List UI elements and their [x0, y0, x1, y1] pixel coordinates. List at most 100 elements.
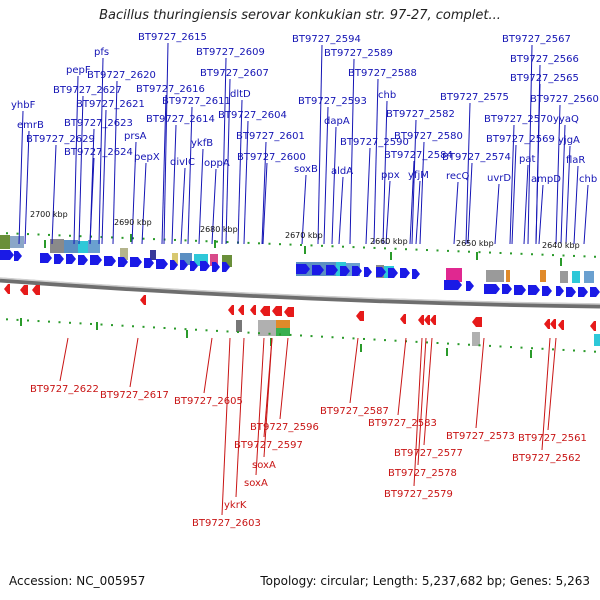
tick-mark	[531, 347, 533, 350]
leader-line	[203, 337, 213, 394]
top-gene-label: BT9727_2589	[324, 48, 393, 59]
tick-mark	[478, 251, 481, 254]
leader-line	[565, 145, 571, 245]
feature-block	[172, 253, 178, 265]
top-gene-label: prsA	[124, 131, 147, 142]
reverse-gene-arrow	[356, 311, 364, 321]
top-gene-label: chb	[378, 90, 396, 101]
top-gene-label: uvrD	[487, 173, 511, 184]
leader-line	[465, 102, 471, 245]
tick-mark	[310, 335, 313, 338]
reverse-gene-arrow	[472, 317, 482, 327]
bottom-gene-label: BT9727_2577	[394, 448, 463, 459]
forward-gene-arrow	[222, 262, 230, 272]
tick-mark	[216, 329, 218, 332]
tick-mark	[69, 321, 71, 324]
bottom-gene-label: BT9727_2561	[518, 433, 587, 444]
top-gene-label: BT9727_2627	[53, 85, 122, 96]
tick-mark	[468, 250, 470, 253]
tick-mark	[58, 234, 61, 237]
tick-mark	[174, 238, 176, 241]
leader-line	[89, 157, 95, 245]
leader-line	[187, 106, 193, 245]
tick-mark	[195, 328, 197, 331]
forward-gene-arrow	[104, 256, 116, 266]
tick-mark	[342, 336, 344, 339]
top-gene-label: BT9727_2594	[292, 34, 361, 45]
leader-line	[417, 337, 427, 466]
feature-block	[222, 255, 232, 267]
tick-mark	[58, 321, 61, 324]
tick-mark	[153, 326, 155, 329]
forward-gene-arrow	[180, 260, 188, 270]
top-gene-label: emrB	[17, 120, 44, 131]
feature-block	[258, 320, 276, 336]
leader-line	[161, 94, 167, 245]
leader-line	[365, 147, 371, 245]
tick-mark	[205, 240, 208, 243]
tick-mark	[16, 318, 19, 321]
tick-mark	[562, 254, 565, 257]
top-gene-label: yjgA	[558, 135, 580, 146]
forward-gene-arrow	[444, 280, 462, 290]
reverse-gene-arrow	[238, 305, 244, 315]
tick-mark	[90, 235, 92, 238]
bottom-gene-label: BT9727_2603	[192, 518, 261, 529]
feature-block	[506, 270, 510, 282]
top-gene-label: dapA	[324, 116, 350, 127]
tick-mark	[363, 246, 365, 249]
top-gene-label: pat	[519, 154, 535, 165]
top-gene-label: BT9727_2601	[236, 131, 305, 142]
tick-mark	[394, 247, 397, 250]
tick-mark	[363, 337, 365, 340]
leader-line	[112, 80, 118, 245]
forward-gene-arrow	[542, 286, 552, 296]
tick-mark	[415, 248, 418, 251]
tick-mark	[594, 350, 596, 353]
major-tick	[476, 252, 478, 260]
forward-gene-arrow	[364, 267, 372, 277]
tick-mark	[426, 341, 428, 344]
forward-gene-arrow	[566, 287, 576, 297]
leader-line	[73, 75, 79, 245]
forward-gene-arrow	[0, 250, 14, 260]
tick-mark	[405, 248, 407, 251]
leader-line	[494, 183, 500, 245]
forward-gene-arrow	[130, 257, 142, 267]
leader-line	[323, 106, 329, 245]
tick-mark	[394, 339, 397, 342]
leader-line	[538, 184, 544, 245]
tick-mark	[279, 333, 281, 336]
leader-line	[59, 337, 69, 382]
major-tick	[446, 348, 448, 356]
scale-label: 2660 kbp	[370, 237, 408, 246]
top-gene-label: BT9727_2615	[138, 32, 207, 43]
genome-backbone	[0, 277, 600, 309]
forward-gene-arrow	[528, 285, 540, 295]
tick-mark	[16, 232, 19, 235]
tick-mark	[195, 239, 197, 242]
bottom-gene-label: BT9727_2583	[368, 418, 437, 429]
tick-mark	[436, 249, 439, 252]
tick-mark	[289, 333, 292, 336]
feature-block	[50, 239, 64, 253]
forward-gene-arrow	[200, 261, 210, 271]
bottom-gene-label: BT9727_2597	[234, 440, 303, 451]
leader-line	[419, 141, 425, 245]
tick-mark	[541, 253, 544, 256]
leader-line	[163, 42, 169, 245]
tick-mark	[6, 232, 8, 235]
leader-line	[235, 337, 245, 498]
tick-mark	[132, 237, 134, 240]
tick-mark	[573, 254, 575, 257]
major-tick	[530, 350, 532, 358]
leader-line	[509, 124, 515, 245]
reverse-gene-arrow	[32, 285, 40, 295]
top-gene-label: pepX	[134, 152, 160, 163]
feature-block	[472, 332, 480, 346]
reverse-gene-arrow	[272, 306, 282, 316]
feature-block	[10, 236, 24, 248]
forward-gene-arrow	[312, 265, 324, 275]
forward-gene-arrow	[466, 281, 474, 291]
